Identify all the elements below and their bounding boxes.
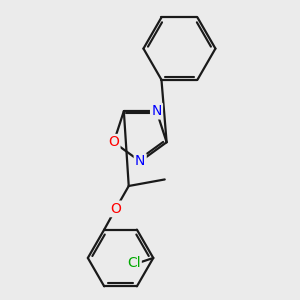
Text: O: O: [108, 135, 119, 149]
Text: O: O: [110, 202, 121, 216]
Text: N: N: [135, 154, 146, 169]
Text: N: N: [151, 104, 162, 118]
Text: Cl: Cl: [127, 256, 140, 270]
